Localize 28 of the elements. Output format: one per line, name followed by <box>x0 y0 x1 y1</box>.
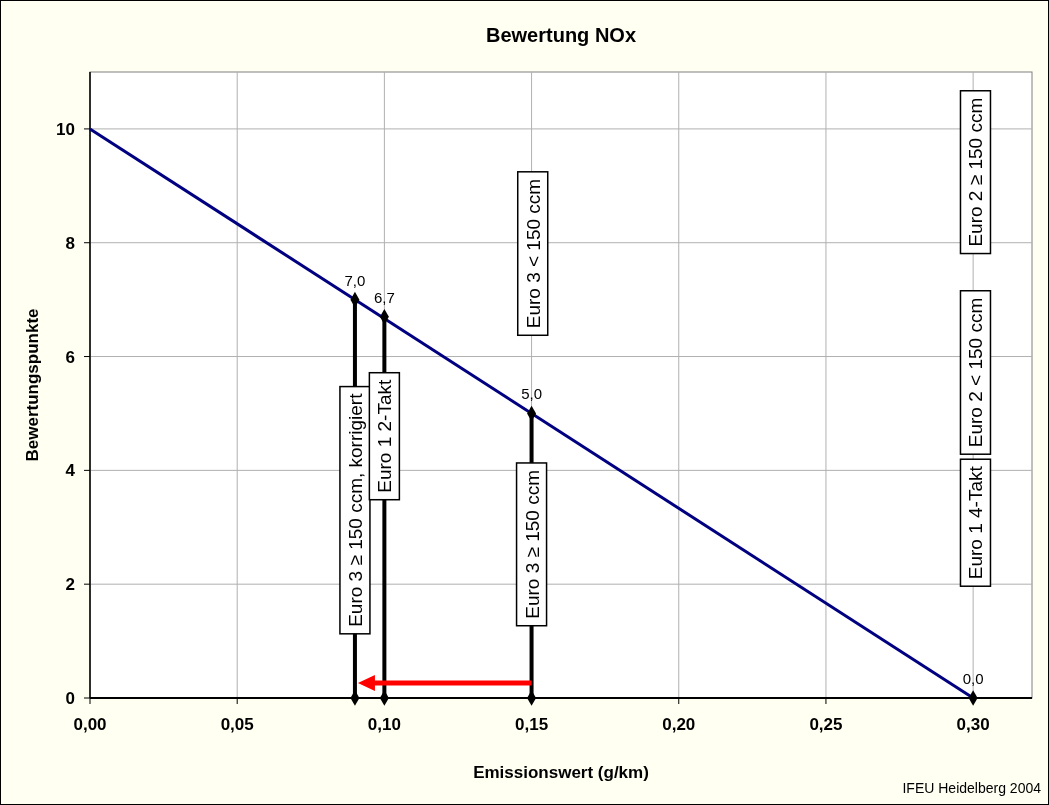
x-tick-label: 0,20 <box>662 715 696 734</box>
annotation: Euro 1 4-Takt <box>965 465 987 580</box>
x-tick-label: 0,30 <box>956 715 990 734</box>
annotation: Euro 2 ≥ 150 ccm <box>965 97 987 247</box>
data-label: 7,0 <box>344 271 366 289</box>
chart-title: Bewertung NOx <box>485 24 637 46</box>
annotation: Euro 2 < 150 ccm <box>965 297 987 448</box>
x-tick-label: 0,25 <box>809 715 843 734</box>
x-axis-title: Emissionswert (g/km) <box>473 763 649 782</box>
y-axis-title: Bewertungspunkte <box>23 308 42 462</box>
data-label: 5,0 <box>521 385 542 403</box>
y-tick-label: 0 <box>65 689 75 708</box>
annotation: Euro 3 ≥ 150 ccm, korrigiert <box>344 392 366 627</box>
data-label: 0,0 <box>962 670 984 687</box>
y-tick-label: 2 <box>65 575 75 595</box>
y-tick-label: 4 <box>65 461 76 481</box>
x-tick-label: 0,05 <box>220 715 254 734</box>
y-tick-label: 6 <box>65 347 75 367</box>
x-tick-label: 0,10 <box>367 715 401 734</box>
data-label: 6,7 <box>373 288 395 306</box>
y-tick-label: 8 <box>65 233 75 253</box>
y-tick-label: 10 <box>56 119 75 139</box>
text: IFEU Heidelberg 2004 <box>902 780 1042 796</box>
annotation: Euro 1 2-Takt <box>374 379 396 493</box>
annotation: Euro 3 ≥ 150 ccm <box>521 469 543 619</box>
x-tick-label: 0,15 <box>515 715 549 734</box>
x-tick-label: 0,00 <box>73 715 107 734</box>
annotation: Euro 3 < 150 ccm <box>522 178 544 329</box>
